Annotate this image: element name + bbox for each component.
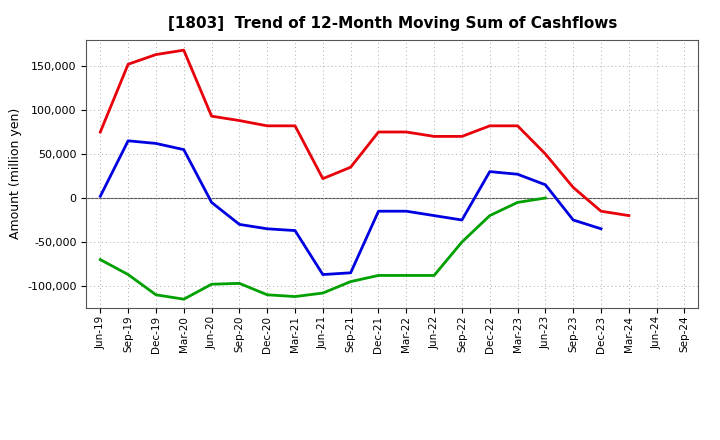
Operating Cashflow — [179, 48, 188, 53]
Investing Cashflow — [458, 239, 467, 245]
Operating Cashflow — [374, 129, 383, 135]
Free Cashflow — [569, 217, 577, 223]
Free Cashflow — [402, 209, 410, 214]
Investing Cashflow — [485, 213, 494, 218]
Investing Cashflow — [179, 297, 188, 302]
Operating Cashflow — [124, 62, 132, 67]
Investing Cashflow — [207, 282, 216, 287]
Free Cashflow — [179, 147, 188, 152]
Operating Cashflow — [346, 165, 355, 170]
Free Cashflow — [430, 213, 438, 218]
Operating Cashflow — [541, 151, 550, 157]
Free Cashflow — [291, 228, 300, 233]
Y-axis label: Amount (million yen): Amount (million yen) — [9, 108, 22, 239]
Operating Cashflow — [597, 209, 606, 214]
Operating Cashflow — [207, 114, 216, 119]
Operating Cashflow — [485, 123, 494, 128]
Investing Cashflow — [346, 279, 355, 284]
Investing Cashflow — [318, 290, 327, 296]
Operating Cashflow — [291, 123, 300, 128]
Investing Cashflow — [374, 273, 383, 278]
Investing Cashflow — [430, 273, 438, 278]
Operating Cashflow — [96, 129, 104, 135]
Free Cashflow — [458, 217, 467, 223]
Free Cashflow — [485, 169, 494, 174]
Investing Cashflow — [96, 257, 104, 262]
Investing Cashflow — [402, 273, 410, 278]
Investing Cashflow — [263, 292, 271, 297]
Free Cashflow — [263, 226, 271, 231]
Operating Cashflow — [152, 52, 161, 57]
Free Cashflow — [374, 209, 383, 214]
Investing Cashflow — [541, 195, 550, 201]
Free Cashflow — [96, 194, 104, 199]
Investing Cashflow — [291, 294, 300, 299]
Line: Operating Cashflow: Operating Cashflow — [100, 50, 629, 216]
Operating Cashflow — [458, 134, 467, 139]
Operating Cashflow — [318, 176, 327, 181]
Free Cashflow — [152, 141, 161, 146]
Free Cashflow — [318, 272, 327, 277]
Free Cashflow — [513, 172, 522, 177]
Line: Investing Cashflow: Investing Cashflow — [100, 198, 546, 299]
Operating Cashflow — [402, 129, 410, 135]
Operating Cashflow — [513, 123, 522, 128]
Operating Cashflow — [430, 134, 438, 139]
Operating Cashflow — [569, 185, 577, 190]
Operating Cashflow — [235, 118, 243, 123]
Free Cashflow — [597, 226, 606, 231]
Title: [1803]  Trend of 12-Month Moving Sum of Cashflows: [1803] Trend of 12-Month Moving Sum of C… — [168, 16, 617, 32]
Investing Cashflow — [124, 272, 132, 277]
Investing Cashflow — [235, 281, 243, 286]
Operating Cashflow — [624, 213, 633, 218]
Free Cashflow — [124, 138, 132, 143]
Free Cashflow — [346, 270, 355, 275]
Free Cashflow — [235, 222, 243, 227]
Line: Free Cashflow: Free Cashflow — [100, 141, 601, 275]
Investing Cashflow — [513, 200, 522, 205]
Free Cashflow — [541, 182, 550, 187]
Free Cashflow — [207, 200, 216, 205]
Investing Cashflow — [152, 292, 161, 297]
Operating Cashflow — [263, 123, 271, 128]
